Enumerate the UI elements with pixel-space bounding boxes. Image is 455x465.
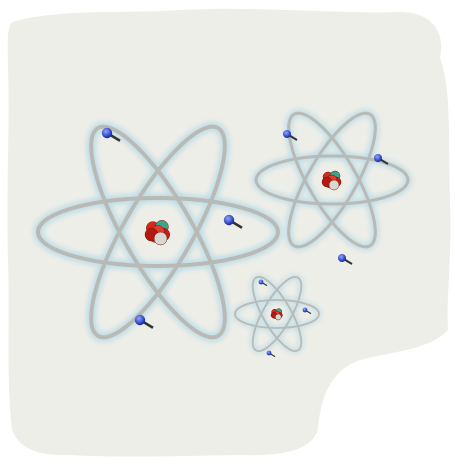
electron (283, 130, 291, 138)
illustration (0, 0, 455, 465)
background-blob (7, 9, 450, 457)
electron (374, 154, 382, 162)
nucleon (275, 314, 281, 320)
electron (267, 351, 272, 356)
electron (102, 128, 112, 138)
electron (259, 280, 264, 285)
electron (303, 308, 308, 313)
nucleon (154, 232, 167, 245)
electron (338, 254, 346, 262)
nucleon (329, 180, 339, 190)
page: (() => { const data = JSON.parse(documen… (0, 0, 455, 465)
electron (224, 215, 234, 225)
electron (135, 315, 145, 325)
